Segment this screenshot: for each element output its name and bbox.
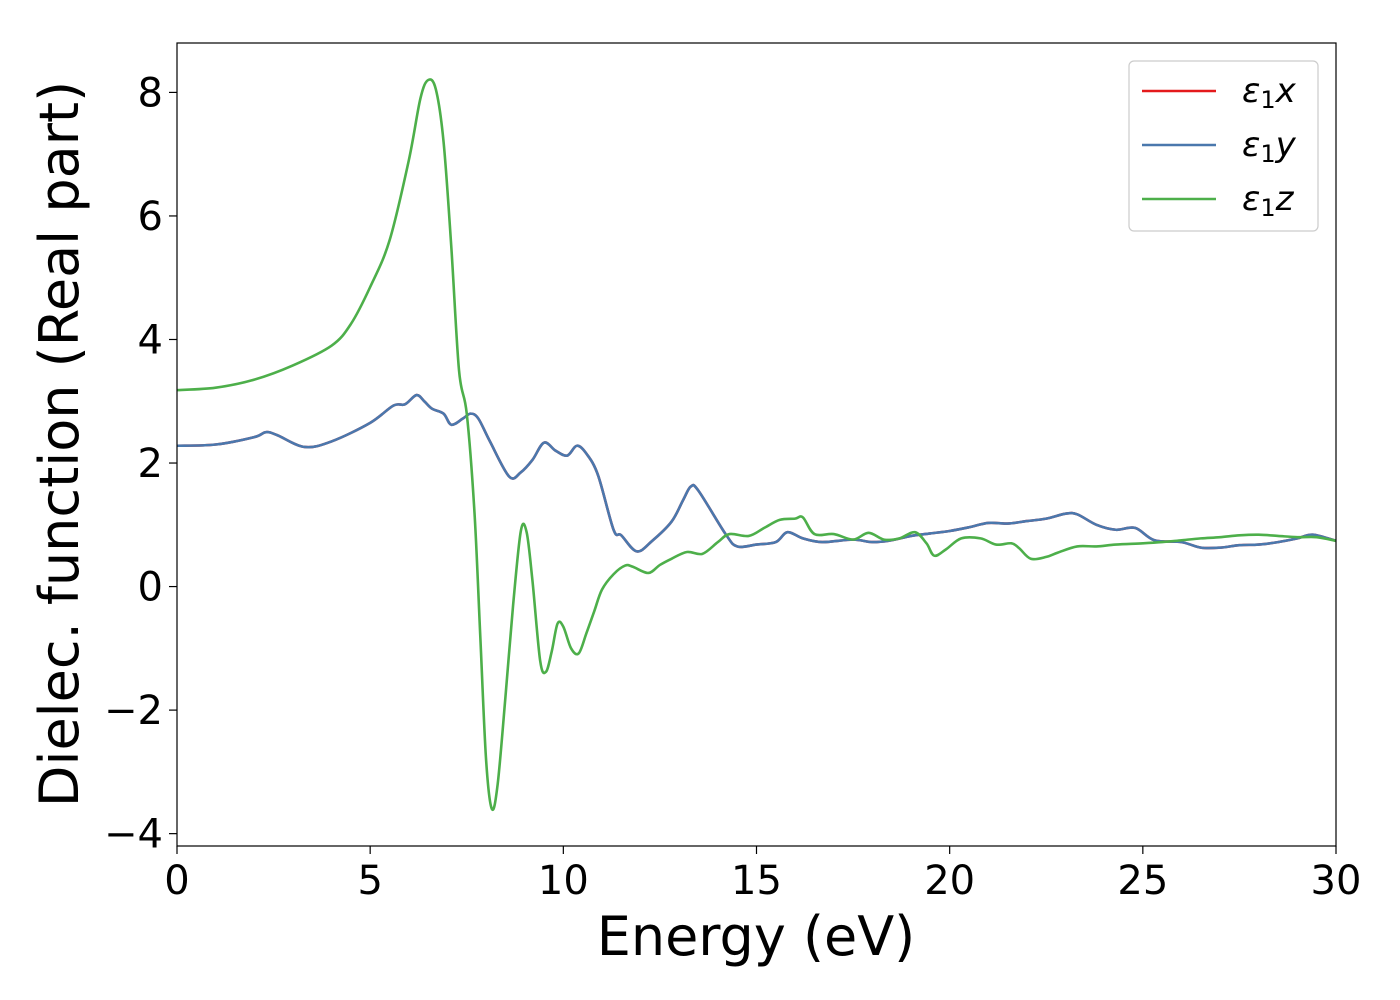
x-tick-label: 5 [357,858,382,904]
legend-label-y: ε1y [1242,125,1297,168]
y-axis-label: Dielec. function (Real part) [28,81,91,807]
series-line-y [176,393,1337,553]
x-tick-label: 30 [1311,858,1362,904]
x-tick-label: 20 [924,858,975,904]
legend: ε1x ε1y ε1z [1128,60,1319,232]
x-axis-label: Energy (eV) [597,905,916,968]
y-axis-ticks: −4 −2 0 2 4 6 8 [104,70,177,858]
x-tick-label: 25 [1117,858,1168,904]
legend-box [1128,60,1319,232]
x-tick-label: 10 [538,858,589,904]
x-tick-label: 0 [164,858,189,904]
legend-label-z: ε1z [1242,179,1295,222]
plot-lines [176,78,1337,812]
y-tick-label: 0 [138,565,163,611]
series-line-x [176,393,1337,553]
y-tick-label: 6 [138,194,163,240]
legend-label-x: ε1x [1242,71,1297,114]
series-line-z [176,78,1337,812]
y-tick-label: 2 [138,441,163,487]
y-tick-label: −2 [104,688,163,734]
y-tick-label: 8 [138,70,163,116]
y-tick-label: −4 [104,812,163,858]
x-tick-label: 15 [731,858,782,904]
y-tick-label: 4 [138,317,163,363]
x-axis-ticks: 0 5 10 15 20 25 30 [164,846,1361,904]
